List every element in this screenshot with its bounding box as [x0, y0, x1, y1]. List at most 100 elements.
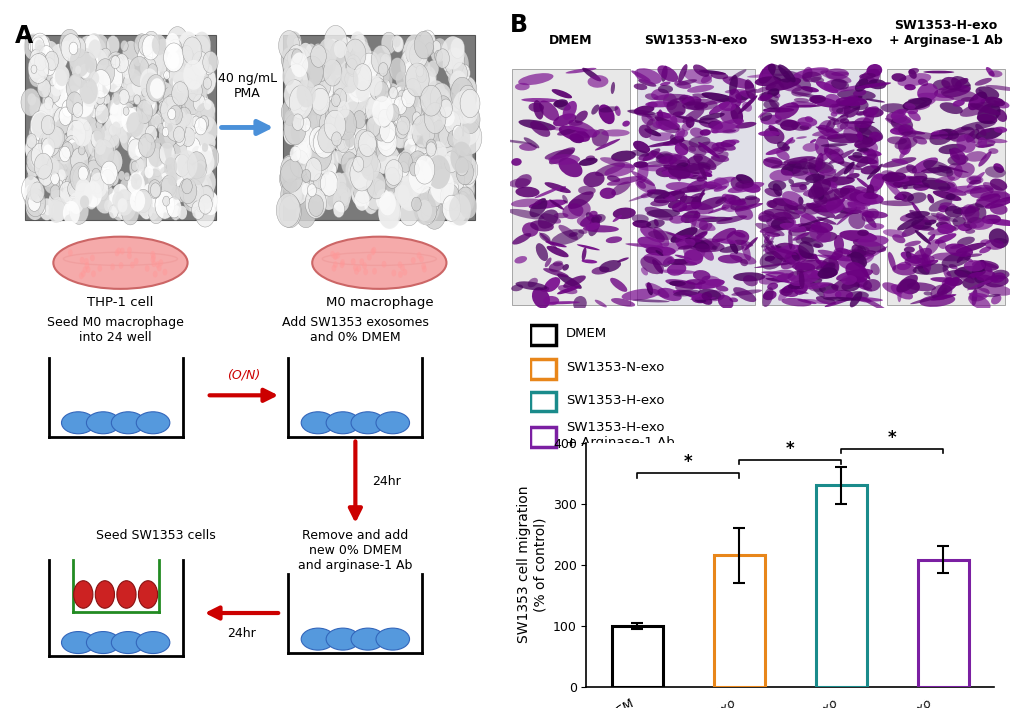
- Circle shape: [403, 55, 426, 88]
- Circle shape: [87, 76, 94, 86]
- Ellipse shape: [610, 298, 635, 307]
- Ellipse shape: [937, 186, 966, 196]
- Ellipse shape: [884, 118, 911, 133]
- Ellipse shape: [683, 164, 710, 174]
- Circle shape: [283, 113, 306, 145]
- Ellipse shape: [946, 181, 956, 192]
- Circle shape: [375, 144, 387, 161]
- Circle shape: [395, 184, 410, 205]
- Circle shape: [287, 89, 308, 118]
- Circle shape: [453, 122, 462, 134]
- Circle shape: [355, 153, 365, 168]
- Circle shape: [340, 37, 353, 55]
- Circle shape: [148, 188, 166, 214]
- Ellipse shape: [912, 263, 948, 275]
- Circle shape: [201, 99, 215, 120]
- Circle shape: [186, 65, 198, 81]
- Circle shape: [40, 103, 53, 122]
- Circle shape: [337, 101, 350, 118]
- Ellipse shape: [744, 237, 757, 251]
- Circle shape: [451, 165, 459, 176]
- Circle shape: [183, 69, 193, 81]
- Circle shape: [373, 118, 389, 141]
- Ellipse shape: [729, 88, 741, 108]
- Circle shape: [379, 120, 395, 143]
- Ellipse shape: [834, 290, 852, 299]
- Circle shape: [127, 181, 136, 193]
- Circle shape: [343, 80, 362, 106]
- Circle shape: [344, 133, 355, 148]
- Circle shape: [413, 178, 432, 206]
- Ellipse shape: [827, 256, 838, 272]
- Circle shape: [170, 205, 181, 220]
- Ellipse shape: [598, 106, 618, 113]
- Ellipse shape: [507, 209, 544, 219]
- Circle shape: [292, 165, 310, 190]
- Ellipse shape: [851, 244, 865, 261]
- Ellipse shape: [798, 270, 804, 289]
- Circle shape: [71, 107, 87, 130]
- Circle shape: [195, 198, 215, 227]
- Circle shape: [121, 200, 139, 225]
- Circle shape: [298, 117, 307, 130]
- Ellipse shape: [796, 269, 804, 278]
- Ellipse shape: [638, 125, 651, 138]
- Circle shape: [182, 188, 200, 212]
- Ellipse shape: [830, 285, 838, 289]
- Circle shape: [429, 141, 446, 167]
- Circle shape: [38, 165, 53, 186]
- Ellipse shape: [680, 211, 700, 223]
- Ellipse shape: [860, 165, 879, 174]
- Circle shape: [450, 158, 463, 175]
- Ellipse shape: [543, 277, 559, 292]
- Circle shape: [89, 49, 108, 76]
- Circle shape: [64, 86, 83, 110]
- Circle shape: [53, 107, 72, 134]
- Ellipse shape: [698, 118, 721, 128]
- Circle shape: [152, 53, 170, 79]
- Circle shape: [174, 154, 190, 176]
- Circle shape: [286, 178, 298, 193]
- Circle shape: [343, 132, 356, 150]
- Circle shape: [48, 190, 66, 215]
- Circle shape: [155, 191, 174, 219]
- Ellipse shape: [894, 137, 916, 150]
- Circle shape: [379, 93, 398, 120]
- Ellipse shape: [686, 185, 697, 190]
- Ellipse shape: [677, 239, 695, 249]
- Circle shape: [177, 81, 185, 92]
- Ellipse shape: [635, 178, 655, 193]
- Circle shape: [350, 157, 373, 191]
- Ellipse shape: [779, 288, 798, 297]
- Circle shape: [106, 195, 112, 204]
- FancyBboxPatch shape: [530, 359, 555, 379]
- Ellipse shape: [790, 183, 806, 193]
- Circle shape: [383, 86, 394, 103]
- Ellipse shape: [788, 171, 819, 181]
- Circle shape: [120, 74, 129, 88]
- Circle shape: [340, 63, 357, 86]
- Ellipse shape: [535, 243, 547, 261]
- Ellipse shape: [544, 258, 551, 267]
- Circle shape: [325, 83, 344, 110]
- Ellipse shape: [920, 253, 930, 273]
- Ellipse shape: [812, 180, 823, 200]
- Circle shape: [177, 206, 186, 219]
- Circle shape: [197, 186, 213, 210]
- Circle shape: [151, 261, 156, 267]
- Ellipse shape: [631, 171, 654, 186]
- Circle shape: [324, 110, 345, 141]
- Circle shape: [120, 127, 127, 135]
- Ellipse shape: [956, 135, 975, 153]
- Circle shape: [306, 158, 322, 181]
- Ellipse shape: [544, 149, 574, 160]
- Text: 40 ng/mL
PMA: 40 ng/mL PMA: [218, 72, 277, 100]
- Circle shape: [405, 34, 425, 64]
- Circle shape: [280, 155, 299, 181]
- Circle shape: [39, 46, 54, 69]
- Circle shape: [414, 92, 436, 124]
- Ellipse shape: [661, 162, 674, 172]
- Circle shape: [165, 108, 177, 126]
- Ellipse shape: [676, 165, 681, 181]
- Circle shape: [171, 61, 185, 80]
